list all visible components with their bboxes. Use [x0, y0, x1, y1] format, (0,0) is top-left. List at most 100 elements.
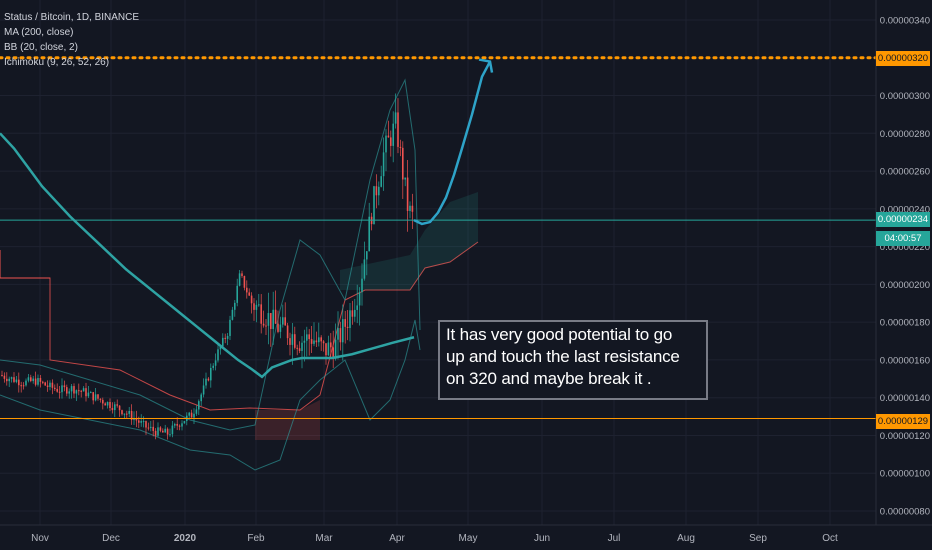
candle-body — [183, 421, 186, 424]
candle-body — [130, 410, 133, 420]
candle-body — [10, 377, 13, 379]
candle-body — [42, 381, 44, 383]
candle-body — [214, 360, 217, 366]
candle-body — [327, 342, 330, 356]
candle-body — [145, 421, 147, 428]
candle-body — [258, 304, 260, 306]
candle-body — [159, 427, 162, 431]
candle-body — [193, 413, 195, 418]
x-tick-label: Mar — [315, 533, 333, 544]
candle-body — [92, 392, 94, 401]
candle-body — [70, 386, 73, 392]
candle-body — [291, 334, 294, 345]
cloud-edge — [0, 250, 50, 279]
candle-body — [241, 273, 243, 276]
y-tick-label: 0.00000080 — [880, 507, 930, 518]
candle-body — [138, 420, 140, 423]
candle-body — [85, 388, 87, 397]
candle-body — [114, 404, 116, 411]
candle-body — [97, 394, 99, 399]
candle-body — [118, 405, 121, 411]
candle-body — [234, 302, 236, 310]
x-tick-label: Aug — [677, 533, 695, 544]
candle-body — [54, 387, 56, 389]
y-tick-label: 0.00000340 — [880, 16, 930, 27]
y-tick-label: 0.00000240 — [880, 204, 930, 215]
candle-body — [126, 413, 128, 415]
candle-body — [68, 391, 70, 394]
price-axis-bg — [876, 0, 932, 550]
candle-body — [1, 375, 3, 377]
candle-body — [157, 427, 159, 436]
candle-body — [135, 418, 138, 421]
symbol-title[interactable]: Status / Bitcoin, 1D, BINANCE — [4, 12, 140, 23]
candle-body — [51, 382, 54, 388]
support-price-tag: 0.00000129 — [876, 414, 930, 429]
candle-body — [15, 379, 18, 382]
legend-ma[interactable]: MA (200, close) — [4, 27, 74, 38]
candle-body — [301, 342, 303, 351]
candle-body — [378, 186, 380, 196]
y-tick-label: 0.00000280 — [880, 129, 930, 140]
annotation-box[interactable]: It has very good potential to go up and … — [438, 320, 708, 400]
candle-body — [30, 377, 32, 382]
candle-body — [399, 146, 402, 148]
price-axis[interactable]: 0.00000340 0.00000320 0.00000300 0.00000280… — [875, 0, 932, 550]
x-tick-label: Jun — [534, 533, 550, 544]
candle-body — [6, 378, 8, 382]
cloud-bullish — [340, 192, 478, 290]
candle-body — [270, 313, 272, 330]
candle-body — [332, 347, 334, 359]
candle-body — [248, 292, 250, 296]
candle-body — [190, 412, 193, 418]
candle-body — [313, 340, 315, 344]
candle-body — [373, 186, 375, 225]
candle-body — [121, 410, 123, 415]
ma-200-line — [0, 132, 415, 379]
candle-body — [298, 348, 301, 351]
candle-body — [44, 382, 46, 386]
candle-body — [231, 309, 234, 320]
candle-body — [217, 349, 219, 361]
cloud-bearish — [255, 400, 320, 440]
candle-body — [358, 292, 361, 306]
candle-body — [382, 152, 385, 177]
candle-body — [87, 392, 90, 397]
candle-body — [286, 325, 289, 339]
candle-body — [243, 275, 246, 288]
candle-body — [394, 112, 397, 124]
y-tick-label: 0.00000300 — [880, 91, 930, 102]
candle-body — [320, 337, 322, 342]
candle-body — [308, 334, 310, 340]
candle-body — [366, 251, 368, 260]
candle-body — [205, 378, 207, 386]
candle-body — [310, 339, 313, 344]
candle-body — [260, 304, 262, 324]
candle-body — [140, 421, 142, 423]
candle-body — [224, 337, 226, 339]
legend-bb[interactable]: BB (20, close, 2) — [4, 42, 78, 53]
candle-body — [318, 337, 320, 343]
candle-body — [267, 313, 270, 326]
x-tick-label: 2020 — [174, 533, 197, 544]
x-tick-label: Oct — [822, 533, 838, 544]
candle-body — [37, 378, 39, 385]
candle-body — [22, 385, 25, 387]
legend-ichimoku[interactable]: Ichimoku (9, 26, 52, 26) — [4, 57, 110, 68]
time-axis[interactable]: Nov Dec 2020 Feb Mar Apr May Jun Jul Aug Sep Oct — [0, 524, 932, 544]
y-tick-label: 0.00000120 — [880, 431, 930, 442]
candle-body — [116, 404, 118, 406]
candle-body — [150, 426, 152, 428]
y-tick-label: 0.00000180 — [880, 318, 930, 329]
candle-body — [32, 378, 34, 382]
candle-body — [106, 401, 109, 406]
projection-arrow — [413, 58, 494, 226]
candle-body — [380, 176, 382, 187]
resistance-price-tag: 0.00000320 — [876, 51, 930, 66]
candle-body — [279, 324, 282, 332]
annotation-line-1: It has very good potential to go — [446, 325, 673, 344]
projection-path — [413, 60, 492, 226]
candle-body — [46, 385, 49, 388]
candle-body — [181, 423, 183, 427]
